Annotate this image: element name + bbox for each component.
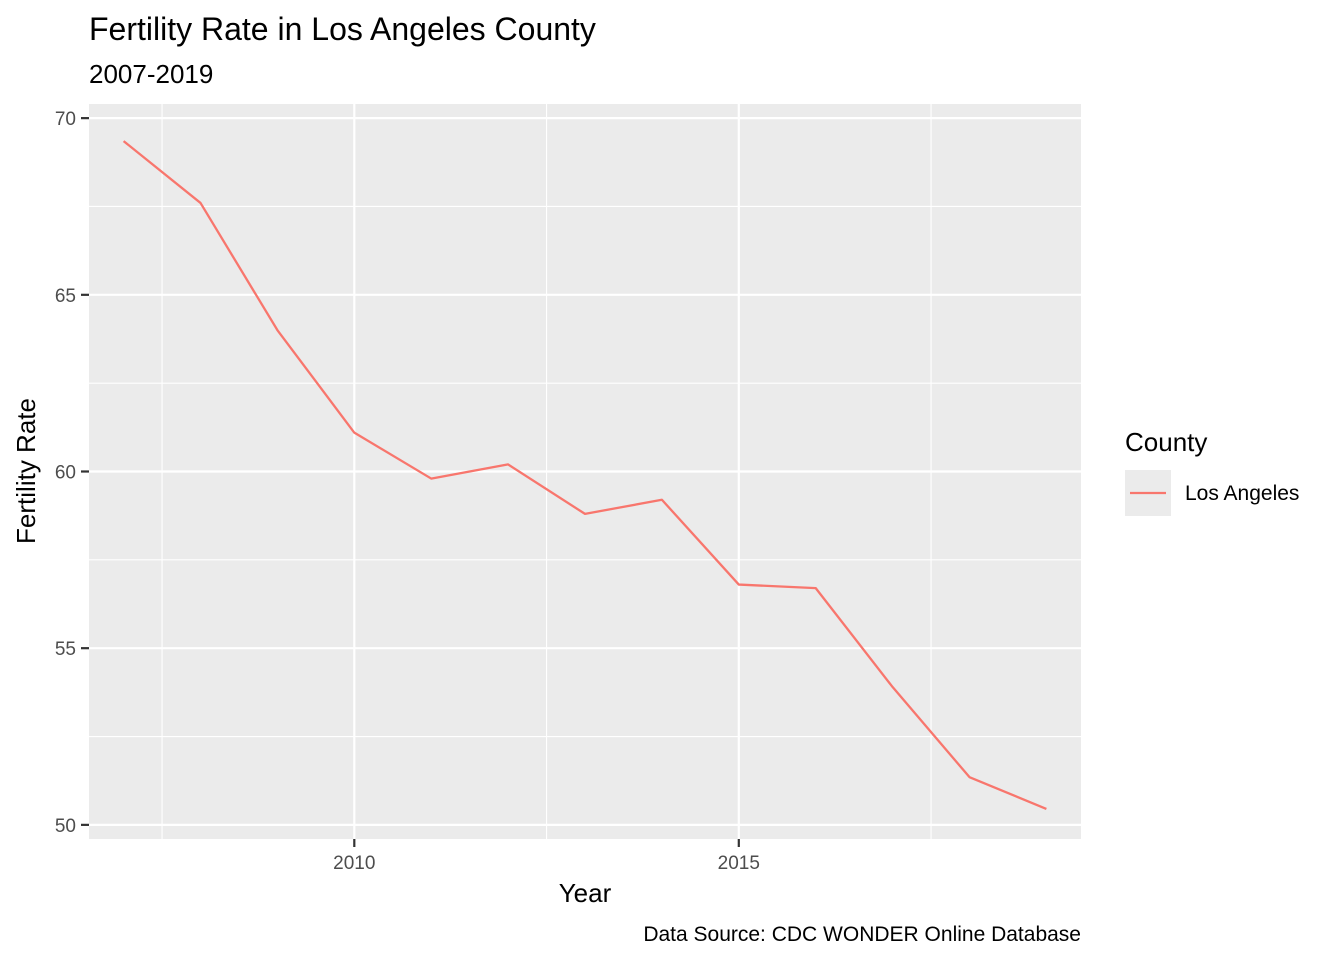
y-tick-label: 65 xyxy=(55,286,76,307)
y-tick-label: 60 xyxy=(55,463,76,484)
chart-title: Fertility Rate in Los Angeles County xyxy=(89,11,596,47)
x-tick-label: 2015 xyxy=(718,853,760,874)
y-axis-label: Fertility Rate xyxy=(11,398,41,544)
y-tick-label: 50 xyxy=(55,816,76,837)
series-layer xyxy=(122,140,1047,811)
x-axis-label: Year xyxy=(559,878,612,908)
grid-major xyxy=(89,104,1081,839)
series-line-los-angeles xyxy=(122,140,1047,811)
legend: County Los Angeles xyxy=(1125,427,1299,516)
plot-area xyxy=(89,104,1081,839)
y-axis: 50 55 60 65 70 xyxy=(55,109,89,837)
x-tick-label: 2010 xyxy=(333,853,375,874)
y-tick-label: 70 xyxy=(55,109,76,130)
legend-label-los-angeles: Los Angeles xyxy=(1185,482,1299,505)
legend-title: County xyxy=(1125,427,1207,457)
y-tick-label: 55 xyxy=(55,639,76,660)
x-axis: 2010 2015 xyxy=(333,839,760,874)
caption: Data Source: CDC WONDER Online Database xyxy=(643,923,1081,946)
chart-subtitle: 2007-2019 xyxy=(89,59,213,89)
